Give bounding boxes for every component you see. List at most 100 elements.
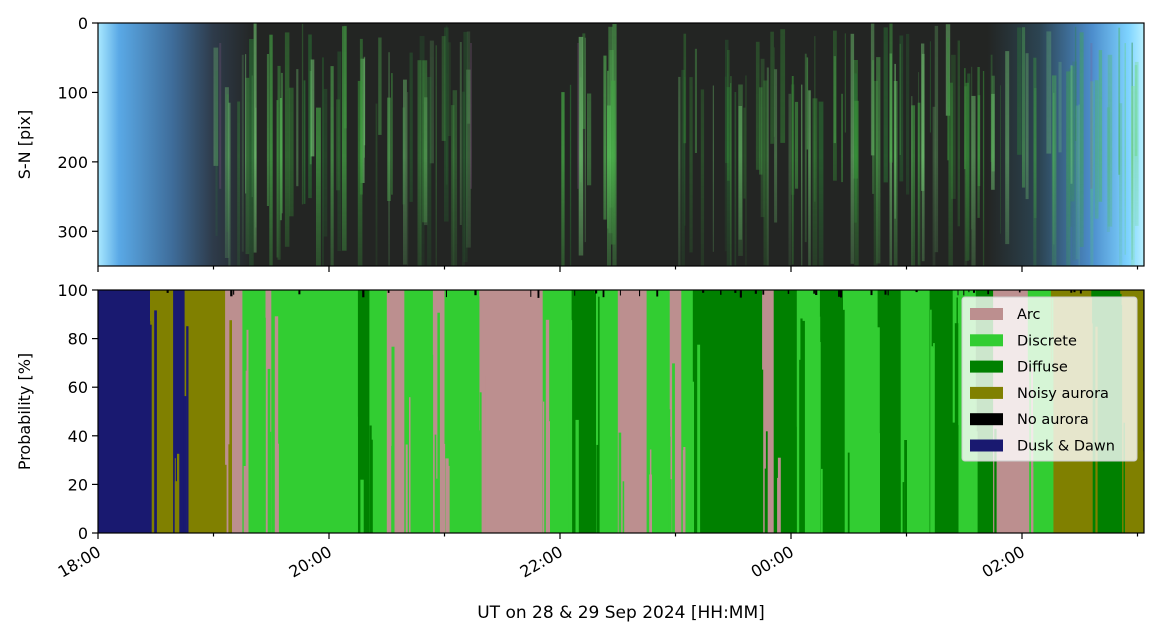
keogram-aurora-streak — [725, 39, 729, 164]
keogram-aurora-streak — [773, 47, 775, 137]
keogram-aurora-streak — [806, 57, 809, 150]
probability-no-aurora-fringe — [387, 290, 390, 293]
probability-no-aurora-fringe — [787, 290, 790, 294]
probability-no-aurora-fringe — [362, 290, 365, 298]
probability-area-spike — [267, 368, 271, 533]
probability-no-aurora-fringe — [474, 290, 477, 296]
keogram-aurora-streak — [894, 63, 896, 219]
keogram-y-tick-label: 0 — [78, 14, 88, 33]
keogram-aurora-streak — [681, 69, 685, 266]
keogram-aurora-streak — [422, 60, 428, 223]
probability-no-aurora-fringe — [762, 290, 765, 295]
legend-swatch — [970, 439, 1003, 452]
keogram-aurora-streak — [727, 50, 730, 181]
probability-y-tick-label: 40 — [68, 427, 88, 446]
legend-box — [961, 296, 1138, 462]
keogram-aurora-streak — [763, 80, 768, 266]
keogram-aurora-layer — [213, 23, 1139, 266]
keogram-aurora-streak — [342, 26, 347, 251]
probability-area-spike — [731, 444, 734, 533]
probability-area-spike — [177, 453, 180, 533]
keogram-aurora-streak — [738, 106, 743, 240]
probability-area-spike — [821, 468, 823, 533]
keogram-aurora-streak — [1075, 105, 1079, 260]
probability-area-spike — [437, 312, 440, 533]
keogram-aurora-streak — [228, 102, 231, 266]
probability-no-aurora-fringe — [884, 290, 887, 295]
probability-area-spike — [904, 440, 907, 533]
probability-area-spike — [596, 444, 600, 533]
keogram-aurora-streak — [921, 53, 925, 262]
probability-area-segment — [484, 290, 544, 533]
probability-area-spike — [668, 436, 671, 533]
probability-area-spike — [649, 449, 652, 533]
keogram-aurora-streak — [561, 92, 565, 266]
keogram-aurora-streak — [833, 30, 837, 181]
keogram-aurora-streak — [322, 57, 324, 266]
probability-area-spike — [405, 444, 408, 533]
probability-no-aurora-fringe — [530, 290, 532, 297]
legend-label: Noisy aurora — [1017, 386, 1109, 402]
probability-no-aurora-fringe — [838, 290, 840, 297]
keogram-aurora-streak — [316, 107, 321, 266]
probability-area-spike — [598, 296, 600, 533]
probability-no-aurora-fringe — [1018, 290, 1021, 293]
probability-no-aurora-fringe — [915, 290, 918, 293]
keogram-aurora-streak — [982, 71, 985, 266]
keogram-aurora-streak — [801, 84, 803, 266]
probability-no-aurora-fringe — [702, 290, 705, 293]
probability-areas — [98, 290, 1144, 533]
keogram-aurora-streak — [990, 54, 993, 163]
probability-no-aurora-fringe — [968, 290, 970, 293]
keogram-aurora-streak — [850, 33, 855, 264]
probability-area-spike — [994, 428, 997, 533]
keogram-aurora-streak — [759, 87, 763, 175]
probability-area-spike — [478, 451, 481, 533]
keogram-aurora-streak — [276, 100, 279, 258]
keogram-aurora-streak — [833, 56, 836, 144]
legend-swatch — [970, 360, 1003, 373]
keogram-aurora-streak — [226, 94, 229, 232]
keogram-aurora-streak — [427, 77, 432, 266]
keogram-aurora-streak — [450, 105, 455, 266]
probability-area-segment — [733, 290, 763, 533]
probability-area-spike — [430, 354, 434, 533]
keogram-aurora-streak — [760, 58, 765, 218]
probability-area-spike — [841, 309, 845, 533]
probability-area-spike — [543, 401, 545, 533]
probability-area-spike — [679, 477, 681, 533]
keogram-aurora-streak — [308, 34, 312, 199]
keogram-aurora-streak — [724, 76, 727, 252]
keogram-aurora-streak — [755, 41, 760, 170]
probability-no-aurora-fringe — [734, 290, 737, 293]
probability-xlabel: UT on 28 & 29 Sep 2024 [HH:MM] — [477, 603, 765, 623]
keogram-aurora-streak — [1046, 31, 1052, 154]
keogram-panel: 0 100 200 300 S-N [pix] — [15, 14, 1145, 272]
keogram-aurora-streak — [419, 36, 425, 266]
probability-area-spike — [818, 316, 821, 533]
keogram-aurora-streak — [794, 101, 799, 189]
probability-area-spike — [434, 434, 437, 533]
probability-no-aurora-fringe — [987, 290, 990, 295]
probability-no-aurora-fringe — [813, 290, 815, 294]
keogram-aurora-streak — [1078, 104, 1080, 266]
keogram-aurora-streak — [1074, 26, 1077, 141]
keogram-aurora-streak — [253, 23, 257, 253]
probability-area-spike — [777, 457, 781, 533]
keogram-purple-streak — [1090, 43, 1093, 189]
probability-area-spike — [170, 376, 172, 533]
keogram-aurora-streak — [991, 93, 995, 190]
probability-y-tick-label: 0 — [78, 524, 88, 543]
probability-area-segment — [184, 290, 226, 533]
probability-area-spike — [477, 296, 480, 533]
keogram-aurora-streak — [407, 92, 409, 266]
keogram-aurora-streak — [818, 101, 824, 266]
keogram-aurora-streak — [578, 36, 584, 256]
probability-area-spike — [186, 326, 189, 533]
probability-area-segment — [617, 290, 648, 533]
probability-area-spike — [147, 321, 151, 533]
probability-area-segment — [271, 290, 359, 533]
probability-area-spike — [1123, 422, 1125, 533]
legend-label: Diffuse — [1017, 360, 1068, 376]
probability-area-spike — [391, 445, 394, 533]
